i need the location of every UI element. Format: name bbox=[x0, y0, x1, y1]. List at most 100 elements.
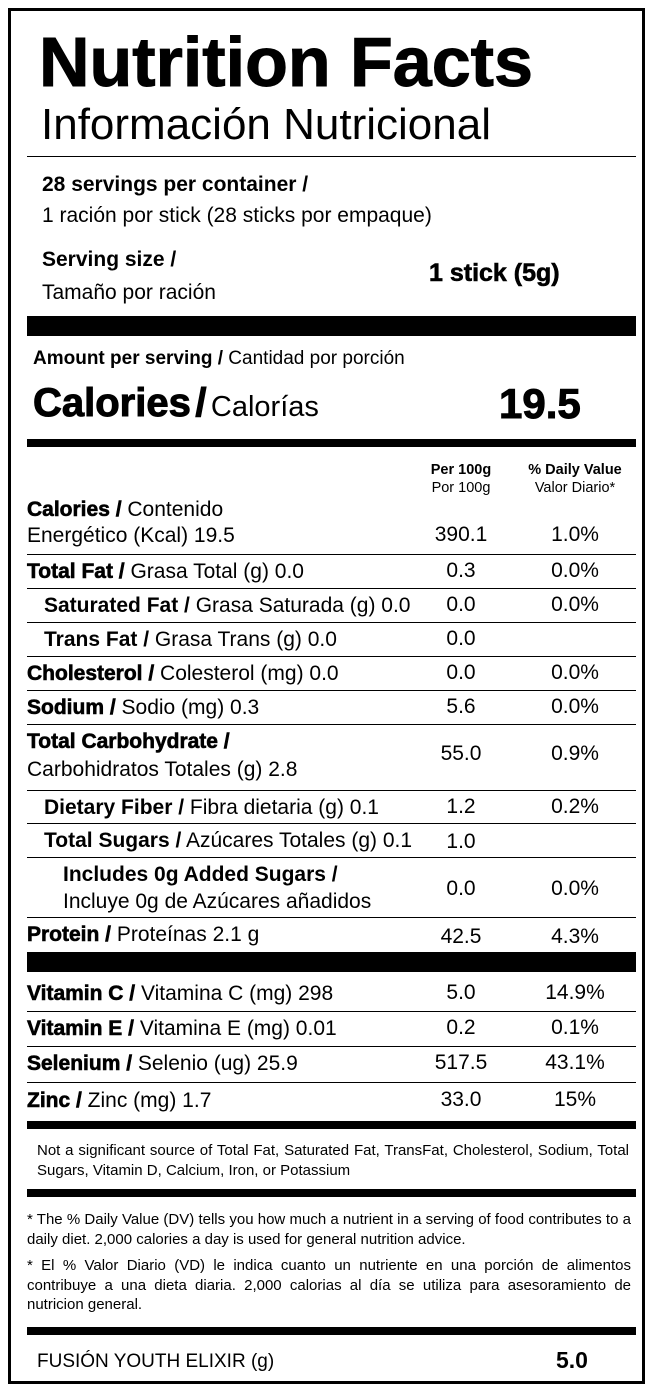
col-per100-es: Por 100g bbox=[431, 480, 491, 497]
divider bbox=[27, 439, 636, 447]
title: Nutrition Facts bbox=[39, 23, 534, 101]
nutrient-rest: Grasa Saturada (g) 0.0 bbox=[189, 594, 411, 617]
nutrient-rest: Proteínas 2.1 g bbox=[111, 923, 260, 946]
calories-slash: / bbox=[195, 381, 207, 425]
divider bbox=[27, 316, 636, 336]
per100-value: 1.2 bbox=[446, 795, 476, 818]
col-dv-es: Valor Diario* bbox=[534, 480, 616, 497]
nutrition-label: Nutrition Facts Información Nutricional … bbox=[8, 8, 645, 1384]
nutrient-bold: Total Fat / bbox=[27, 560, 125, 584]
col-dv-en: % Daily Value bbox=[528, 462, 622, 478]
vitamin-rest: Vitamina E (mg) 0.01 bbox=[133, 1017, 337, 1040]
nutrient-name: Sodium / Sodio (mg) 0.3 bbox=[27, 695, 260, 720]
vitamin-bold: Vitamin E / bbox=[27, 1017, 135, 1041]
amount-label-es: Cantidad por porción bbox=[223, 348, 405, 369]
calories-label-es: Calorías bbox=[210, 391, 319, 423]
daily-value-note-es: * El % Valor Diario (VD) le indica cuant… bbox=[27, 1257, 631, 1313]
per100-value: 5.6 bbox=[446, 695, 476, 718]
servings-per-container: 28 servings per container / bbox=[42, 173, 309, 196]
nutrient-rest: Azúcares Totales (g) 0.1 bbox=[181, 829, 413, 852]
vitamin-rest: Zinc (mg) 1.7 bbox=[81, 1089, 212, 1112]
row-divider bbox=[27, 622, 636, 623]
per100-value: 0.2 bbox=[446, 1016, 476, 1039]
product-amount: 5.0 bbox=[556, 1347, 588, 1373]
nutrient-name: Includes 0g Added Sugars / bbox=[63, 862, 338, 887]
nutrient-rest: Sodio (mg) 0.3 bbox=[115, 696, 260, 719]
not-significant-note: Not a significant source of Total Fat, S… bbox=[37, 1142, 629, 1179]
divider bbox=[27, 1189, 636, 1197]
daily-value-note-en: * The % Daily Value (DV) tells you how m… bbox=[27, 1211, 631, 1248]
per100-value: 42.5 bbox=[440, 925, 482, 948]
dv-value: 0.0% bbox=[551, 559, 599, 582]
calories-label: Calories bbox=[33, 381, 192, 425]
nutrient-bold: Saturated Fat / bbox=[44, 594, 190, 617]
servings-per-container-es: 1 ración por stick (28 sticks por empaqu… bbox=[42, 204, 432, 227]
col-daily-value: % Daily Value Valor Diario* bbox=[516, 461, 634, 497]
nutrient-name: Total Sugars / Azúcares Totales (g) 0.1 bbox=[44, 828, 412, 853]
vitamin-name: Selenium / Selenio (ug) 25.9 bbox=[27, 1051, 298, 1076]
col-per100-en: Per 100g bbox=[430, 462, 492, 478]
row-divider bbox=[27, 823, 636, 824]
nutrient-bold: Total Sugars / bbox=[44, 829, 182, 852]
per100-value: 0.3 bbox=[446, 559, 476, 582]
row-divider bbox=[27, 690, 636, 691]
nutrient-rest: Grasa Total (g) 0.0 bbox=[124, 560, 304, 583]
product-name: FUSIÓN YOUTH ELIXIR (g) bbox=[37, 1351, 275, 1372]
col-per100: Per 100g Por 100g bbox=[416, 461, 506, 497]
vitamin-bold: Zinc / bbox=[27, 1089, 82, 1113]
per100-value: 33.0 bbox=[440, 1088, 482, 1111]
divider bbox=[27, 156, 636, 157]
nutrient-bold: Protein / bbox=[27, 923, 112, 947]
nutrient-rest: Colesterol (mg) 0.0 bbox=[154, 662, 339, 685]
dv-value: 0.2% bbox=[551, 795, 599, 818]
nutrient-name: Calories / Contenido bbox=[27, 497, 223, 522]
per100-value: 0.0 bbox=[446, 661, 476, 684]
row-divider bbox=[27, 724, 636, 725]
dv-value: 0.9% bbox=[551, 742, 599, 765]
nutrient-name: Total Carbohydrate / bbox=[27, 729, 230, 754]
row-divider bbox=[27, 857, 636, 858]
dv-value: 0.0% bbox=[551, 593, 599, 616]
nutrient-name: Protein / Proteínas 2.1 g bbox=[27, 922, 260, 947]
vitamin-name: Vitamin E / Vitamina E (mg) 0.01 bbox=[27, 1016, 337, 1041]
nutrient-rest: Contenido bbox=[121, 498, 224, 521]
row-divider bbox=[27, 1046, 636, 1047]
dv-value: 0.0% bbox=[551, 661, 599, 684]
per100-value: 5.0 bbox=[446, 981, 476, 1004]
per100-value: 390.1 bbox=[434, 523, 488, 546]
per100-value: 55.0 bbox=[440, 742, 482, 765]
per100-value: 1.0 bbox=[446, 830, 476, 853]
dv-value: 0.0% bbox=[551, 695, 599, 718]
row-divider bbox=[27, 588, 636, 589]
vitamin-rest: Selenio (ug) 25.9 bbox=[132, 1052, 298, 1075]
calories-value: 19.5 bbox=[499, 380, 582, 427]
subtitle: Información Nutricional bbox=[41, 100, 491, 149]
vitamin-bold: Selenium / bbox=[27, 1052, 133, 1076]
nutrient-line2: Carbohidratos Totales (g) 2.8 bbox=[27, 758, 298, 781]
nutrient-line2: Incluye 0g de Azúcares añadidos bbox=[63, 890, 372, 913]
nutrient-line2: Energético (Kcal) 19.5 bbox=[27, 524, 235, 547]
per100-value: 0.0 bbox=[446, 593, 476, 616]
nutrient-rest: Fibra dietaria (g) 0.1 bbox=[184, 796, 379, 819]
nutrient-rest: Grasa Trans (g) 0.0 bbox=[149, 628, 337, 651]
row-divider bbox=[27, 917, 636, 918]
row-divider bbox=[27, 1011, 636, 1012]
per100-value: 517.5 bbox=[434, 1051, 488, 1074]
nutrient-bold: Sodium / bbox=[27, 696, 116, 720]
nutrient-name: Dietary Fiber / Fibra dietaria (g) 0.1 bbox=[44, 795, 379, 820]
row-divider bbox=[27, 656, 636, 657]
vitamin-name: Vitamin C / Vitamina C (mg) 298 bbox=[27, 981, 333, 1006]
dv-value: 43.1% bbox=[545, 1051, 605, 1074]
nutrient-bold: Total Carbohydrate / bbox=[27, 730, 230, 754]
nutrient-bold: Trans Fat / bbox=[44, 628, 150, 651]
serving-size-value: 1 stick (5g) bbox=[429, 259, 560, 288]
vitamin-bold: Vitamin C / bbox=[27, 982, 136, 1006]
row-divider bbox=[27, 554, 636, 555]
nutrient-bold: Includes 0g Added Sugars / bbox=[63, 863, 338, 886]
nutrient-name: Total Fat / Grasa Total (g) 0.0 bbox=[27, 559, 304, 584]
divider bbox=[27, 952, 636, 972]
dv-value: 1.0% bbox=[551, 523, 599, 546]
dv-value: 0.1% bbox=[551, 1016, 599, 1039]
nutrient-name: Saturated Fat / Grasa Saturada (g) 0.0 bbox=[44, 593, 411, 618]
dv-value: 4.3% bbox=[551, 925, 599, 948]
